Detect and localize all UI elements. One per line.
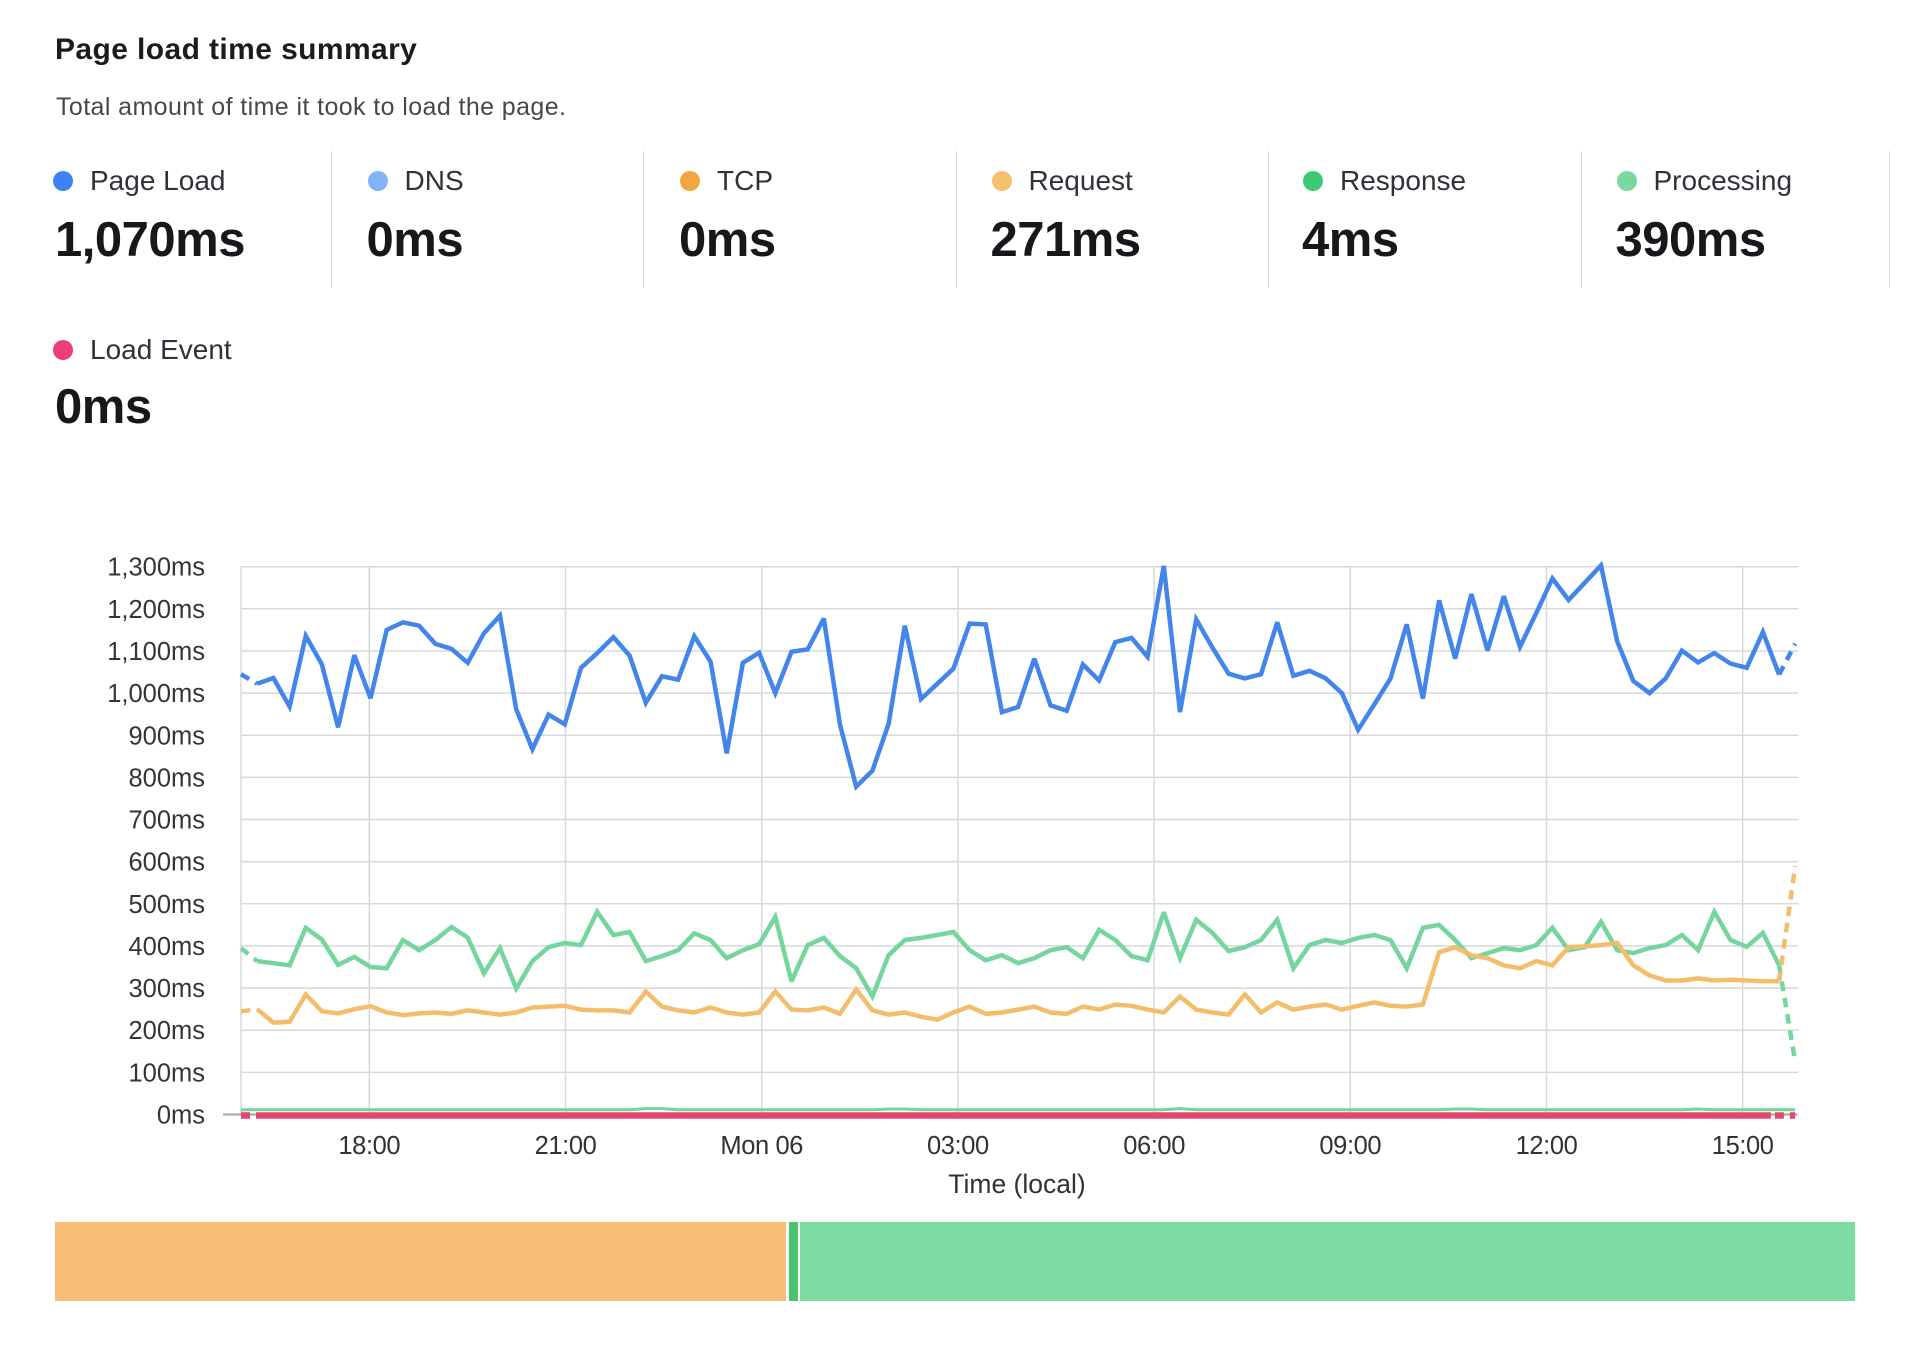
svg-text:1,000ms: 1,000ms (107, 680, 205, 708)
svg-text:100ms: 100ms (128, 1059, 205, 1087)
svg-text:15:00: 15:00 (1712, 1132, 1774, 1160)
svg-text:12:00: 12:00 (1516, 1132, 1578, 1160)
svg-text:0ms: 0ms (157, 1102, 205, 1130)
svg-text:06:00: 06:00 (1123, 1132, 1185, 1160)
svg-text:09:00: 09:00 (1319, 1132, 1381, 1160)
svg-text:1,200ms: 1,200ms (107, 596, 205, 624)
svg-text:600ms: 600ms (128, 849, 205, 877)
svg-text:300ms: 300ms (128, 975, 205, 1003)
svg-text:900ms: 900ms (128, 722, 205, 750)
svg-text:18:00: 18:00 (338, 1132, 400, 1160)
svg-text:21:00: 21:00 (535, 1132, 597, 1160)
svg-text:Time (local): Time (local) (948, 1169, 1085, 1199)
svg-text:400ms: 400ms (128, 933, 205, 961)
svg-text:800ms: 800ms (128, 764, 205, 792)
svg-text:700ms: 700ms (128, 807, 205, 835)
svg-text:Mon 06: Mon 06 (720, 1132, 803, 1160)
svg-text:500ms: 500ms (128, 891, 205, 919)
svg-text:03:00: 03:00 (927, 1132, 989, 1160)
svg-text:1,300ms: 1,300ms (107, 554, 205, 582)
svg-text:200ms: 200ms (128, 1017, 205, 1045)
svg-text:1,100ms: 1,100ms (107, 638, 205, 666)
